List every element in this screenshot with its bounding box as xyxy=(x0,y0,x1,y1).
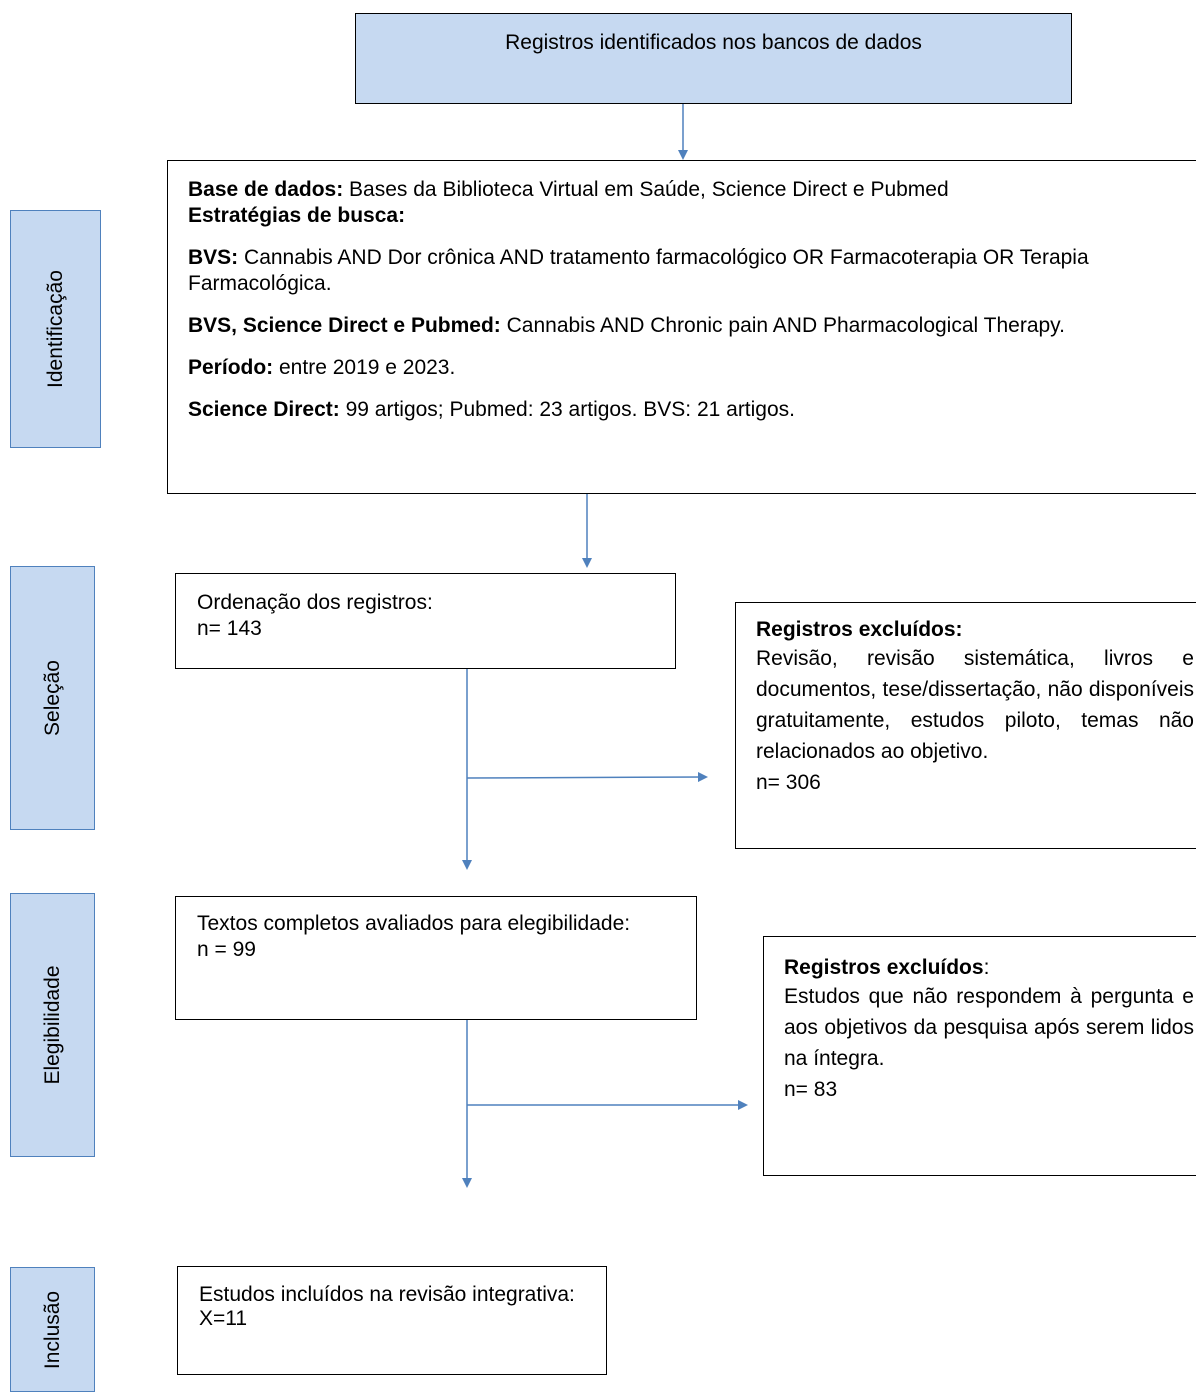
stage-elegibilidade: Elegibilidade xyxy=(10,893,95,1157)
period-line: Período: entre 2019 e 2023. xyxy=(188,355,1196,381)
strategies-line: Estratégias de busca: xyxy=(188,203,1196,229)
records-identified-box: Registros identificados nos bancos de da… xyxy=(355,13,1072,104)
inclusion-line1: Estudos incluídos na revisão integrativa… xyxy=(199,1283,575,1306)
excluded1-title: Registros excluídos: xyxy=(756,617,1194,643)
selection-count: n= 143 xyxy=(197,617,262,640)
science-direct-line: Science Direct: 99 artigos; Pubmed: 23 a… xyxy=(188,397,1196,423)
arrow-selection-to-excluded1 xyxy=(466,772,708,783)
base-value: Bases da Biblioteca Virtual em Saúde, Sc… xyxy=(343,178,949,201)
multi-db-line: BVS, Science Direct e Pubmed: Cannabis A… xyxy=(188,313,1196,339)
excluded1-count: n= 306 xyxy=(756,771,821,794)
science-direct-label: Science Direct: xyxy=(188,398,340,421)
eligibility-count: n = 99 xyxy=(197,938,256,961)
excluded-records-box-2: Registros excluídos: Estudos que não res… xyxy=(763,936,1196,1176)
excluded2-count: n= 83 xyxy=(784,1078,838,1101)
strategies-label: Estratégias de busca: xyxy=(188,204,406,227)
excluded2-colon: : xyxy=(983,956,990,979)
science-direct-value: 99 artigos; Pubmed: 23 artigos. BVS: 21 … xyxy=(339,398,796,421)
eligibility-line1: Textos completos avaliados para elegibil… xyxy=(197,912,631,935)
excluded2-title: Registros excluídos: xyxy=(784,955,1194,981)
excluded1-text: Revisão, revisão sistemática, livros e d… xyxy=(756,647,1194,763)
multi-db-value: Cannabis AND Chronic pain AND Pharmacolo… xyxy=(500,314,1065,337)
base-label: Base de dados: xyxy=(188,178,344,201)
base-line: Base de dados: Bases da Biblioteca Virtu… xyxy=(188,177,1196,203)
excluded1-title-text: Registros excluídos: xyxy=(756,618,963,641)
stage-identificacao: Identificação xyxy=(10,210,101,448)
period-label: Período: xyxy=(188,356,274,379)
eligibility-box: Textos completos avaliados para elegibil… xyxy=(175,896,697,1020)
identification-box: Base de dados: Bases da Biblioteca Virtu… xyxy=(167,160,1196,494)
records-identified-title: Registros identificados nos bancos de da… xyxy=(505,31,922,54)
bvs-label: BVS: xyxy=(188,246,239,269)
excluded2-text: Estudos que não respondem à pergunta e a… xyxy=(784,985,1194,1070)
selection-box: Ordenação dos registros: n= 143 xyxy=(175,573,676,669)
excluded2-title-text: Registros excluídos xyxy=(784,956,984,979)
inclusion-count: X=11 xyxy=(199,1307,248,1330)
excluded-records-box-1: Registros excluídos: Revisão, revisão si… xyxy=(735,602,1196,849)
bvs-value: Cannabis AND Dor crônica AND tratamento … xyxy=(188,246,1089,295)
period-value: entre 2019 e 2023. xyxy=(273,356,456,379)
selection-line1: Ordenação dos registros: xyxy=(197,591,433,614)
bvs-line: BVS: Cannabis AND Dor crônica AND tratam… xyxy=(188,245,1196,297)
multi-db-label: BVS, Science Direct e Pubmed: xyxy=(188,314,501,337)
stage-selecao: Seleção xyxy=(10,566,95,830)
inclusion-box: Estudos incluídos na revisão integrativa… xyxy=(177,1266,607,1375)
